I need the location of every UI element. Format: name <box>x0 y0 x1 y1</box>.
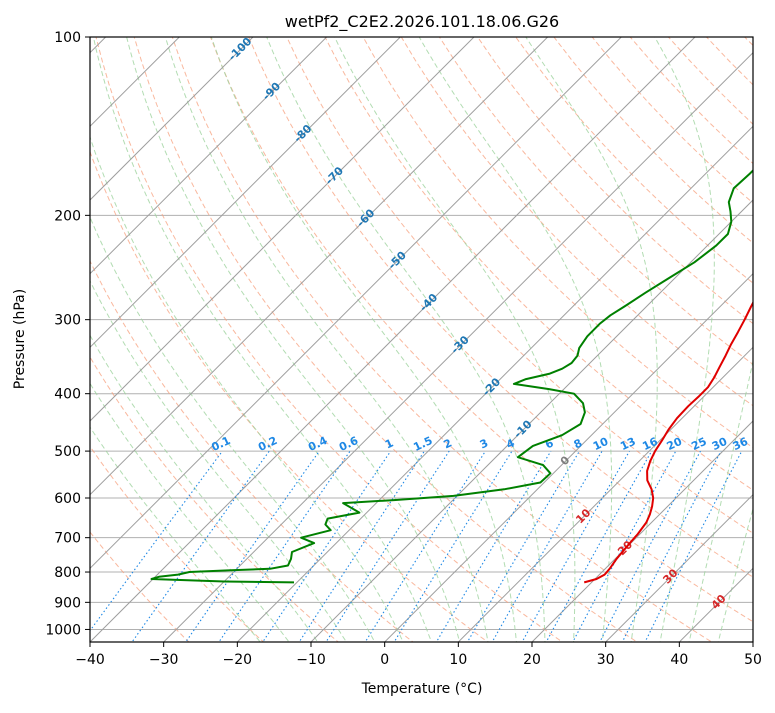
y-tick-label: 900 <box>54 595 81 611</box>
x-tick-label: 20 <box>523 652 541 668</box>
x-tick-label: 30 <box>597 652 615 668</box>
y-tick-label: 700 <box>54 531 81 547</box>
y-tick-label: 1000 <box>45 622 81 638</box>
y-tick-label: 100 <box>54 30 81 46</box>
y-tick-label: 200 <box>54 208 81 224</box>
y-tick-label: 800 <box>54 565 81 581</box>
x-tick-label: −40 <box>75 652 105 668</box>
chart-title: wetPf2_C2E2.2026.101.18.06.G26 <box>285 12 559 32</box>
x-tick-label: 40 <box>670 652 688 668</box>
x-tick-label: 10 <box>449 652 467 668</box>
y-tick-label: 600 <box>54 491 81 507</box>
y-tick-label: 500 <box>54 444 81 460</box>
x-tick-label: 50 <box>744 652 762 668</box>
x-tick-label: −30 <box>149 652 179 668</box>
x-tick-label: −20 <box>223 652 253 668</box>
x-tick-label: 0 <box>380 652 389 668</box>
x-axis-title: Temperature (°C) <box>361 681 483 697</box>
y-tick-label: 300 <box>54 313 81 329</box>
y-tick-label: 400 <box>54 387 81 403</box>
y-axis-title: Pressure (hPa) <box>12 289 28 389</box>
x-tick-label: −10 <box>296 652 326 668</box>
